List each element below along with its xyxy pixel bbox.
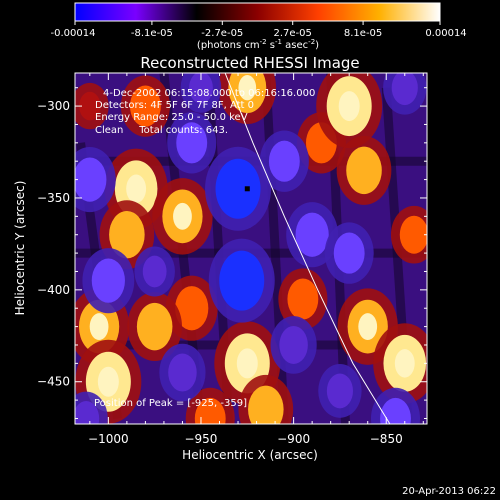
heatmap-blob [279, 325, 308, 364]
heatmap-blob-core [97, 366, 119, 397]
colorbar-tick-label: 2.7e-05 [274, 28, 312, 39]
heatmap-blob [75, 401, 100, 424]
timestamp: 20-Apr-2013 06:22 [402, 486, 496, 497]
y-tick-label: −350 [37, 191, 70, 205]
colorbar-tick-label: -0.00014 [51, 28, 96, 39]
heatmap-blob-core [238, 75, 257, 101]
heatmap-blob [168, 353, 197, 392]
heatmap-blob [287, 278, 319, 320]
heatmap-blob [391, 73, 418, 106]
heatmap-blob [380, 397, 411, 424]
y-tick-label: −300 [37, 99, 70, 113]
heatmap-blob-core [358, 313, 378, 341]
colorbar-ticks: -0.00014 -8.1e-05 -2.7e-05 2.7e-05 8.1e-05 0.… [51, 21, 467, 39]
y-axis: −300 −350 −400 −450 [37, 87, 427, 419]
heatmap-blobs [75, 73, 427, 424]
heatmap-blob [399, 215, 427, 254]
colorbar-tick-label: 0.00014 [425, 28, 466, 39]
colorbar-units: (photons cm-2 s-1 asec-2) [197, 38, 319, 51]
heatmap-blob-core [126, 174, 147, 203]
heatmap-blob [215, 158, 261, 219]
peak-position-label: Position of Peak = [-925, -359] [94, 398, 247, 409]
heatmap-blob [194, 397, 226, 424]
annotation-block: 4-Dec-2002 06:15:08.000 to 06:16:16.000 … [95, 88, 315, 136]
heatmap-blob [326, 373, 353, 409]
heatmap-blob [79, 91, 101, 121]
annotation-clean: Clean Total counts: 643. [95, 125, 228, 136]
heatmap-blob [142, 255, 167, 288]
heatmap-blob [248, 385, 284, 424]
heatmap-image [75, 73, 427, 424]
heatmap-blob [175, 286, 209, 331]
heatmap-blob-core [394, 349, 415, 378]
heatmap-blob [91, 258, 125, 303]
heatmap-blob [109, 211, 145, 259]
heatmap-blob [219, 250, 265, 311]
y-tick-label: −400 [37, 283, 70, 297]
colorbar-tick-label: -2.7e-05 [201, 28, 243, 39]
x-tick-label: −900 [277, 432, 310, 446]
heatmap-blob [295, 212, 329, 257]
x-axis-label: Heliocentric X (arcsec) [182, 448, 318, 462]
chart-title: Reconstructed RHESSI Image [140, 54, 359, 72]
x-tick-label: −850 [370, 432, 403, 446]
heatmap-blob [333, 232, 365, 274]
heatmap-blob [129, 85, 161, 127]
heatmap-blob [346, 146, 382, 195]
heatmap-blob [75, 157, 107, 202]
heatmap-blob [176, 122, 208, 164]
colorbar: -0.00014 -8.1e-05 -2.7e-05 2.7e-05 8.1e-05 0.… [51, 2, 467, 51]
heatmap-blob [189, 73, 213, 104]
annotation-detectors: Detectors: 4F 5F 6F 7F 8F, Att 0 [95, 100, 254, 111]
y-axis-label: Heliocentric Y (arcsec) [13, 181, 27, 316]
heatmap-blob-core [173, 202, 192, 230]
colorbar-tick-label: -8.1e-05 [131, 28, 173, 39]
colorbar-tick-label: 8.1e-05 [344, 28, 382, 39]
heatmap-blob-core [89, 313, 109, 341]
x-axis: −1000 −950 −900 −850 [88, 73, 424, 446]
solar-limb [224, 73, 391, 424]
heatmap-blob-core [236, 348, 258, 379]
heatmap-blob [136, 302, 173, 351]
x-tick-label: −950 [184, 432, 217, 446]
x-tick-label: −1000 [88, 432, 129, 446]
annotation-time-range: 4-Dec-2002 06:15:08.000 to 06:16:16.000 [103, 88, 315, 99]
annotation-energy: Energy Range: 25.0 - 50.0 keV [95, 112, 248, 123]
heatmap-blob [268, 140, 300, 182]
plot-frame [74, 72, 428, 425]
peak-marker [244, 186, 250, 192]
colorbar-gradient [74, 2, 441, 22]
heatmap-blob-core [338, 91, 360, 122]
y-tick-label: −450 [37, 375, 70, 389]
